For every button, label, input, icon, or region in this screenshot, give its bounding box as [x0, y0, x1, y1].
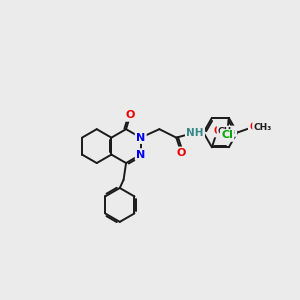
Text: N: N [136, 133, 146, 142]
Text: CH₃: CH₃ [218, 127, 236, 136]
Text: O: O [125, 110, 135, 120]
Text: O: O [249, 122, 257, 133]
Text: O: O [177, 148, 186, 158]
Text: N: N [136, 150, 146, 160]
Text: CH₃: CH₃ [254, 123, 272, 132]
Text: Cl: Cl [221, 130, 233, 140]
Text: O: O [214, 126, 222, 136]
Text: NH: NH [186, 128, 204, 138]
